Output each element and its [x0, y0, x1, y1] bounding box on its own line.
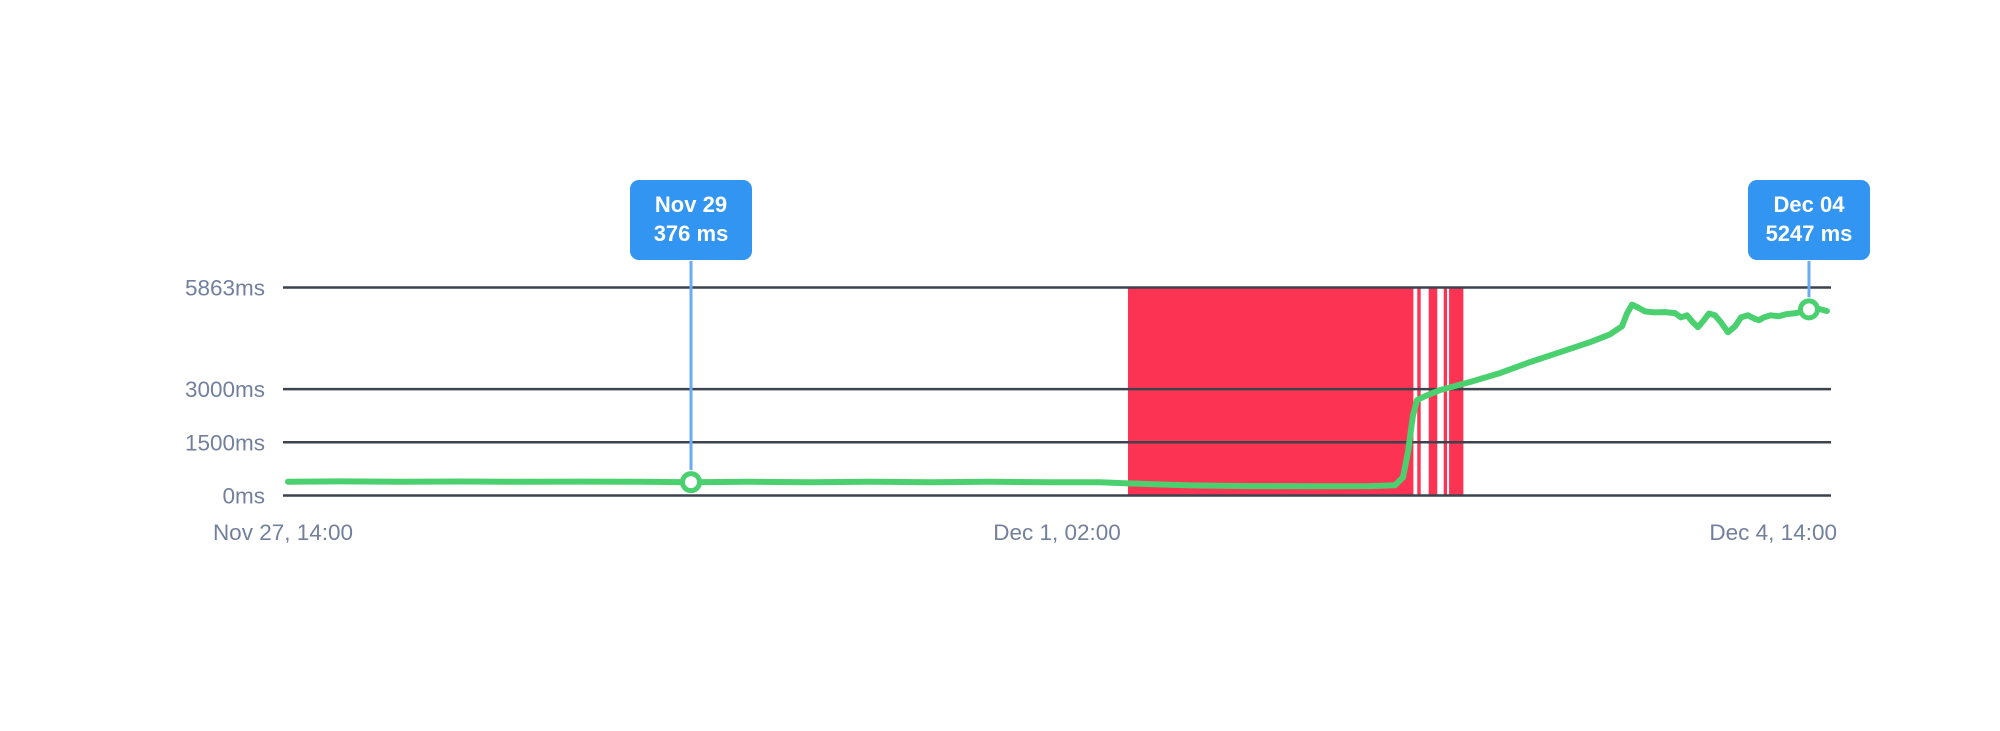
- downtime-region: [1127, 288, 1414, 495]
- tooltip-value: 376 ms: [653, 221, 729, 246]
- x-tick-label: Dec 4, 14:00: [1709, 520, 1837, 545]
- downtime-region: [1417, 288, 1421, 495]
- y-tick-label: 0ms: [222, 484, 265, 509]
- data-point-marker[interactable]: [1797, 298, 1820, 321]
- x-tick-label: Nov 27, 14:00: [213, 520, 353, 545]
- y-tick-label: 3000ms: [185, 377, 265, 402]
- tooltip-value: 5247 ms: [1765, 221, 1853, 246]
- tooltip-date: Dec 04: [1773, 192, 1845, 217]
- data-point-marker[interactable]: [680, 471, 703, 494]
- response-time-line: [285, 301, 1830, 490]
- x-tick-label: Dec 1, 02:00: [993, 520, 1121, 545]
- y-tick-label: 1500ms: [185, 430, 265, 455]
- tooltip-date: Nov 29: [654, 192, 728, 217]
- tooltip-nov-29: Nov 29 376 ms: [630, 180, 752, 260]
- downtime-region: [1449, 288, 1464, 495]
- tooltip-dec-04: Dec 04 5247 ms: [1748, 180, 1870, 260]
- y-tick-label: 5863ms: [185, 276, 265, 301]
